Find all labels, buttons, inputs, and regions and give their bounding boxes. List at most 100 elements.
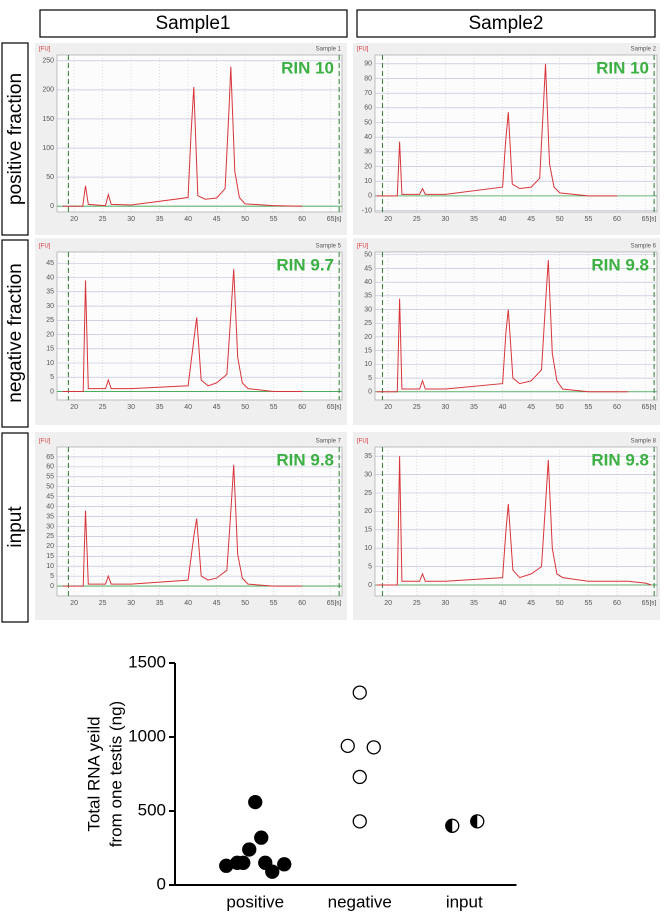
plot-area [374,251,658,401]
dot [445,818,460,833]
dot [470,814,485,829]
plot-area [374,446,658,597]
y-tick-label: 40 [364,279,372,286]
x-tick-label: 25 [413,216,421,223]
x-tick-label: 50 [241,404,249,411]
y-tick-label: 10 [364,545,372,552]
y-tick-label: 65 [46,454,54,461]
trace [376,63,617,197]
x-tick-label: 55 [270,600,278,607]
y-tick-label: 25 [364,320,372,327]
y-tick-label: 60 [364,105,372,112]
rin-label: RIN 10 [596,58,649,77]
x-tick-label: 60 [613,600,621,607]
y-tick-label: 150 [42,116,54,123]
sample-label: Sample 8 [631,439,657,445]
y-tick-label: 20 [46,543,54,550]
rin-label: RIN 9.8 [591,255,649,274]
y-tick-label: 5 [50,374,54,381]
y-tick-label: 15 [364,527,372,534]
y-tick-label: 10 [364,361,372,368]
x-unit: [s] [650,217,657,223]
y-tick-label: 35 [46,289,54,296]
y-tick-label: 0 [50,388,54,395]
x-tick-label: 35 [156,404,164,411]
x-tick-label: 30 [127,600,135,607]
x-tick-label: 30 [127,216,135,223]
rin-label: RIN 9.8 [591,450,649,469]
x-tick-label: 45 [527,216,535,223]
y-tick-label: 200 [42,87,54,94]
x-unit: [s] [335,601,342,607]
x-tick-label: input [446,892,483,911]
sample-label: Sample 1 [316,47,342,53]
x-unit: [s] [650,601,657,607]
y-tick-label: 0 [50,203,54,210]
y-tick-label: 0 [50,583,54,590]
trace [376,456,652,586]
sample-label: Sample 2 [631,47,657,53]
y-tick-label: 25 [46,533,54,540]
x-tick-label: 20 [70,404,78,411]
x-tick-label: 40 [184,404,192,411]
dot [254,830,269,845]
column-header: Sample1 [156,13,231,34]
x-tick-label: 45 [213,216,221,223]
dot [248,794,263,810]
y-tick-label: 1500 [128,652,166,671]
trace [62,464,303,587]
y-tick-label: 25 [364,490,372,497]
y-tick-label: 5 [50,573,54,580]
x-tick-label: 50 [556,404,564,411]
x-tick-label: 40 [499,600,507,607]
x-tick-label: 60 [298,404,306,411]
rin-label: RIN 9.8 [276,450,334,469]
x-tick-label: 50 [241,600,249,607]
y-tick-label: 50 [46,484,54,491]
y-tick-label: 35 [364,293,372,300]
y-tick-label: 15 [46,346,54,353]
y-tick-label: 35 [364,453,372,460]
y-tick-label: 90 [364,61,372,68]
y-tick-label: 40 [46,274,54,281]
x-tick-label: 35 [470,404,478,411]
y-tick-label: 20 [364,334,372,341]
x-tick-label: positive [226,892,284,911]
y-tick-label: 35 [46,513,54,520]
x-tick-label: 30 [441,404,449,411]
x-tick-label: 45 [213,600,221,607]
dot [219,858,234,873]
y-tick-label: 10 [46,360,54,367]
dot [352,814,367,829]
y-tick-label: 5 [368,563,372,570]
sample-label: Sample 7 [316,439,342,445]
x-tick-label: 25 [413,600,421,607]
x-tick-label: 20 [384,216,392,223]
y-tick-label: 50 [364,252,372,259]
x-tick-label: 40 [184,600,192,607]
y-unit: [FU] [39,244,51,250]
y-tick-label: 40 [364,134,372,141]
x-tick-label: 20 [384,404,392,411]
y-tick-label: 20 [364,163,372,170]
x-tick-label: 40 [184,216,192,223]
trace [62,269,303,392]
row-label: input [5,506,26,548]
plot-area [56,54,343,213]
y-unit: [FU] [357,47,369,53]
y-axis-label: Total RNA yeild [84,716,103,831]
x-tick-label: 55 [584,216,592,223]
x-tick-label: 35 [156,600,164,607]
x-tick-label: 35 [470,600,478,607]
y-tick-label: 25 [46,317,54,324]
y-tick-label: -10 [362,207,372,214]
x-tick-label: 35 [470,216,478,223]
y-tick-label: 0 [368,193,372,200]
y-tick-label: 0 [368,582,372,589]
x-tick-label: 45 [527,600,535,607]
dot [277,857,292,872]
x-tick-label: 50 [556,600,564,607]
y-tick-label: 70 [364,90,372,97]
x-tick-label: 55 [584,600,592,607]
